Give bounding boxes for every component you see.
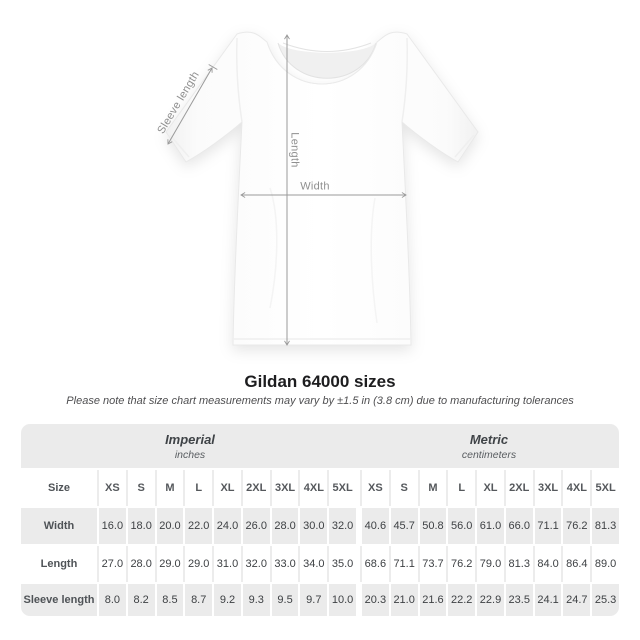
value-cell: 35.0 [329, 546, 356, 582]
size-header-cell: 3XL [534, 470, 562, 506]
size-header-cell: 4XL [300, 470, 328, 506]
row-label-cell: Width [21, 508, 97, 544]
size-header-cell: 5XL [329, 470, 356, 506]
row-label-cell: Length [21, 546, 97, 582]
value-cell: 8.0 [99, 584, 126, 616]
sleeve-dimension-line [167, 67, 213, 145]
value-cell: 29.0 [185, 546, 213, 582]
value-cell: 16.0 [99, 508, 126, 544]
value-cell: 21.0 [390, 584, 418, 616]
page-title: Gildan 64000 sizes [244, 372, 396, 391]
value-cell: 20.3 [362, 584, 389, 616]
value-cell: 28.0 [127, 546, 155, 582]
size-header-cell: XL [477, 470, 504, 506]
value-cell: 71.1 [390, 546, 418, 582]
value-cell: 79.0 [477, 546, 504, 582]
sleeve-dimension-tick [208, 64, 218, 70]
size-header-cell: XS [362, 470, 389, 506]
value-cell: 27.0 [99, 546, 126, 582]
value-cell: 81.3 [592, 508, 619, 544]
size-header-cell: 3XL [271, 470, 299, 506]
group-gap-spacer [358, 584, 360, 616]
value-cell: 61.0 [477, 508, 504, 544]
row-label-cell: Sleeve length [21, 584, 97, 616]
width-dimension-label: Width [300, 180, 330, 193]
metric-group-header: Metric centimeters [359, 424, 619, 468]
value-cell: 26.0 [242, 508, 270, 544]
size-header-cell: 2XL [505, 470, 533, 506]
value-cell: 76.2 [448, 546, 476, 582]
size-corner-header: Size [21, 470, 97, 506]
value-cell: 89.0 [592, 546, 619, 582]
dimension-lines [167, 34, 407, 346]
value-cell: 34.0 [300, 546, 328, 582]
value-cell: 9.5 [271, 584, 299, 616]
value-cell: 24.1 [534, 584, 562, 616]
value-cell: 22.9 [477, 584, 504, 616]
value-cell: 8.7 [185, 584, 213, 616]
value-cell: 73.7 [419, 546, 447, 582]
size-header-cell: XS [99, 470, 126, 506]
size-header-cell: S [127, 470, 155, 506]
value-cell: 10.0 [329, 584, 356, 616]
size-table: Imperial inches Metric centimeters Size X… [21, 424, 619, 616]
unit-group-header-row: Imperial inches Metric centimeters [21, 424, 619, 468]
value-cell: 81.3 [505, 546, 533, 582]
value-cell: 68.6 [362, 546, 389, 582]
tshirt-illustration [165, 31, 479, 346]
value-cell: 66.0 [505, 508, 533, 544]
value-cell: 8.5 [156, 584, 184, 616]
value-cell: 32.0 [242, 546, 270, 582]
value-cell: 45.7 [390, 508, 418, 544]
value-cell: 30.0 [300, 508, 328, 544]
value-cell: 9.7 [300, 584, 328, 616]
imperial-group-header: Imperial inches [21, 424, 359, 468]
size-table-grid: Size XS S M L XL 2XL 3XL 4XL 5XL XS S M L XL 2XL 3XL 4XL 5… [21, 470, 619, 616]
value-cell: 23.5 [505, 584, 533, 616]
size-header-cell: 4XL [563, 470, 591, 506]
value-cell: 24.0 [214, 508, 241, 544]
size-header-cell: XL [214, 470, 241, 506]
metric-unit-label: centimeters [461, 448, 517, 461]
value-cell: 31.0 [214, 546, 241, 582]
value-cell: 20.0 [156, 508, 184, 544]
value-cell: 86.4 [563, 546, 591, 582]
value-cell: 56.0 [448, 508, 476, 544]
value-cell: 71.1 [534, 508, 562, 544]
group-gap-spacer [358, 508, 360, 544]
value-cell: 21.6 [419, 584, 447, 616]
shirt-seams [169, 37, 475, 340]
value-cell: 76.2 [563, 508, 591, 544]
value-cell: 18.0 [127, 508, 155, 544]
metric-label: Metric [469, 431, 509, 447]
value-cell: 50.8 [419, 508, 447, 544]
size-header-cell: M [419, 470, 447, 506]
imperial-label: Imperial [165, 431, 215, 447]
value-cell: 40.6 [362, 508, 389, 544]
group-gap-spacer [358, 546, 360, 582]
length-dimension-label: Length [288, 132, 301, 168]
size-header-cell: M [156, 470, 184, 506]
value-cell: 9.3 [242, 584, 270, 616]
value-cell: 84.0 [534, 546, 562, 582]
tolerance-note: Please note that size chart measurements… [66, 395, 574, 407]
group-gap-spacer [358, 470, 360, 506]
value-cell: 28.0 [271, 508, 299, 544]
value-cell: 8.2 [127, 584, 155, 616]
size-header-cell: 5XL [592, 470, 619, 506]
size-header-cell: S [390, 470, 418, 506]
value-cell: 29.0 [156, 546, 184, 582]
value-cell: 24.7 [563, 584, 591, 616]
size-header-cell: L [185, 470, 213, 506]
size-header-cell: L [448, 470, 476, 506]
imperial-unit-label: inches [174, 448, 206, 461]
value-cell: 32.0 [329, 508, 356, 544]
value-cell: 22.2 [448, 584, 476, 616]
size-header-cell: 2XL [242, 470, 270, 506]
value-cell: 9.2 [214, 584, 241, 616]
value-cell: 22.0 [185, 508, 213, 544]
value-cell: 25.3 [592, 584, 619, 616]
value-cell: 33.0 [271, 546, 299, 582]
